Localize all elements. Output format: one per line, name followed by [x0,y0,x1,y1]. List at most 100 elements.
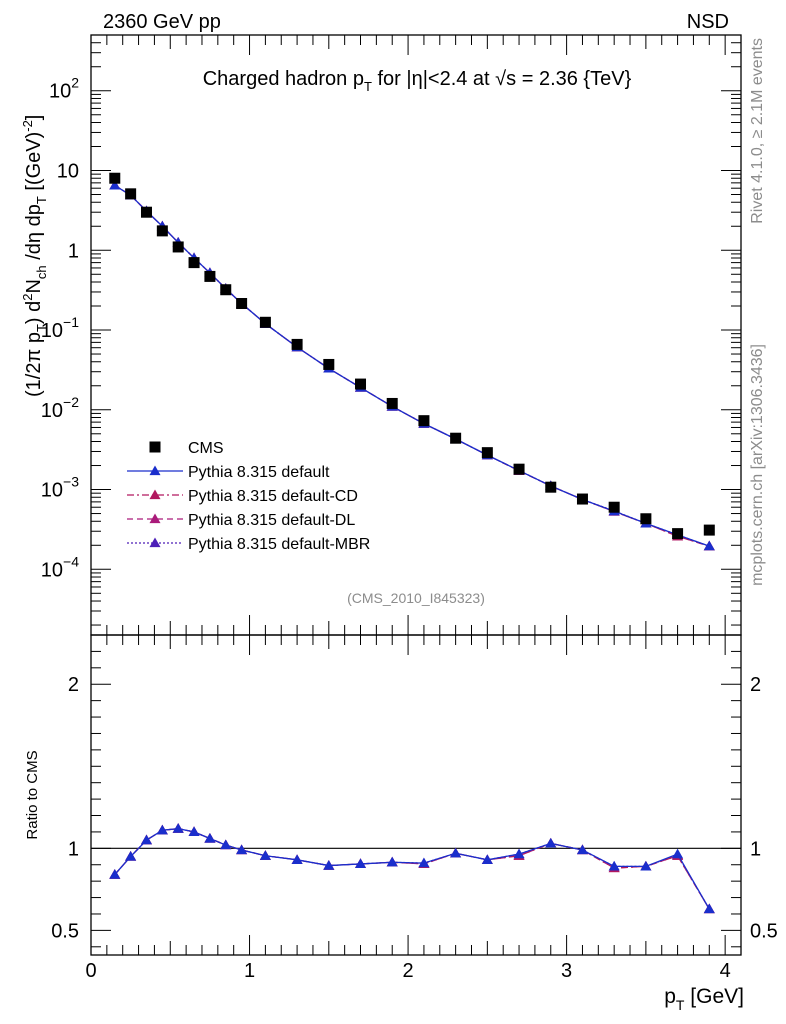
ylabel-e1: 2 [20,294,35,301]
ratio-marker-default [172,823,184,833]
rivet-version-label: Rivet 4.1.0, ≥ 2.1M events [749,38,766,224]
ylabel-s2: ch [34,265,49,279]
ratio-marker-default [355,858,367,869]
main-y-tick-label-exp: −3 [63,474,79,490]
ylabel-p3: N [23,279,45,293]
data-marker [576,493,588,505]
data-marker [386,397,398,409]
main-y-tick-label-base: 10 [57,161,79,183]
legend-item-data: CMS [149,440,224,457]
main-y-tick-label-exp: −4 [63,553,79,569]
ratio-y-tick-label-left: 1 [68,838,79,860]
legend-marker-triangle [149,489,161,500]
legend-label: Pythia 8.315 default [188,464,330,481]
xlabel-sub: T [676,997,685,1013]
ratio-marker-default [291,854,303,864]
ratio-line-default_cd [114,827,710,910]
main-y-tick-label-base: 10 [41,480,63,502]
x-tick-label: 4 [720,960,731,982]
data-marker [220,284,232,296]
data-marker [418,415,430,427]
mcplots-label: mcplots.cern.ch [arXiv:1306.3436] [749,344,766,586]
ratio-y-tick-label-right: 2 [750,674,761,696]
data-marker [156,225,168,237]
x-tick-label: 3 [561,960,572,982]
main-title-sub: T [364,79,372,94]
data-marker [125,188,137,200]
main-y-tick-label: 10 [57,161,79,183]
ylabel-p4: /dη dp [23,204,45,265]
main-y-tick-label: 10−2 [41,394,79,422]
ratio-marker-default [703,903,715,914]
data-marker [355,378,367,390]
ratio-y-tick-label-right: 0.5 [750,920,778,942]
ratio-marker-default [418,857,430,868]
ratio-marker-default [608,860,620,871]
ratio-marker-default [125,851,137,861]
main-y-tick-label: 10−3 [41,474,79,502]
data-marker [545,481,557,493]
main-y-tick-label-exp: 2 [71,75,79,91]
data-marker [703,524,715,536]
data-marker [236,298,248,310]
ylabel-s3: T [34,196,49,204]
ratio-panel: Ratio to CMS 0.5 0.5 1 1 2 2 0 1 2 3 4 pT [GeV] [24,634,778,1013]
legend-item-default_cd: Pythia 8.315 default-CD [127,488,358,505]
legend-marker-triangle [149,465,161,476]
main-y-tick-label-exp: −2 [63,394,79,410]
ratio-series-default [109,823,715,914]
x-tick-label: 0 [85,960,96,982]
data-marker [481,447,493,459]
ratio-y-tick-label-left: 2 [68,674,79,696]
ratio-line-default_dl [114,827,710,910]
x-tick-labels: 0 1 2 3 4 [85,960,730,982]
main-y-tick-label-base: 1 [68,240,79,262]
legend-marker-triangle [149,513,161,524]
ratio-series [109,823,715,914]
main-title-part-c: = 2.36 {TeV} [516,68,631,90]
ratio-marker-default [545,837,557,848]
ratio-series-default_cd [109,823,715,914]
data-marker [172,241,184,253]
ratio-marker-default [204,832,216,843]
xlabel-a: p [664,985,676,1008]
ylabel-p5: [(GeV) [23,132,45,196]
ratio-marker-default [481,854,493,864]
legend-marker-square [149,441,161,453]
main-title-root: √s [495,68,516,90]
x-tick-label: 2 [403,960,414,982]
main-y-tick-label-base: 10 [41,320,63,342]
data-marker [204,270,216,282]
data-marker [109,172,121,184]
main-y-tick-label-base: 10 [49,81,71,103]
data-marker [450,432,462,444]
ratio-marker-default [220,839,232,850]
data-marker [513,463,525,475]
main-y-tick-label-base: 10 [41,400,63,422]
legend: CMS Pythia 8.315 default Pythia 8.315 defa… [127,440,370,553]
main-y-tick-label: 1 [68,240,79,262]
data-marker [140,206,152,218]
ratio-marker-default [576,844,588,855]
legend-label: Pythia 8.315 default-MBR [188,536,370,553]
data-marker [640,513,652,525]
xlabel-b: [GeV] [684,985,744,1008]
data-marker [259,316,271,328]
x-axis-label: pT [GeV] [664,985,744,1013]
data-marker [323,358,335,370]
legend-label: Pythia 8.315 default-CD [188,488,358,505]
ratio-y-tick-label-left: 0.5 [51,920,79,942]
ratio-marker-default [236,844,248,855]
main-y-tick-label-exp: −1 [63,314,79,330]
ratio-axis-ticks [91,650,741,948]
legend-label: CMS [188,440,224,457]
legend-marker-triangle [149,537,161,548]
ratio-line-default_mbr [114,827,710,910]
main-panel: Charged hadron pT for |η|<2.4 at √s = 2.… [20,34,742,955]
ratio-marker-default [672,848,684,859]
data-marker [672,528,684,540]
data-marker [608,501,620,513]
ratio-marker-default [259,850,271,860]
